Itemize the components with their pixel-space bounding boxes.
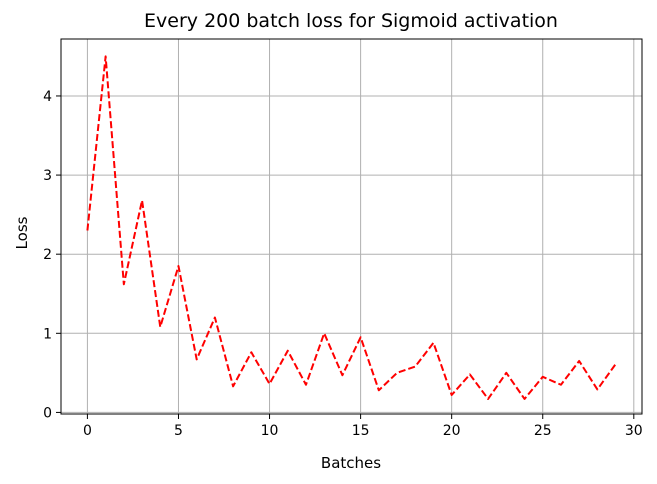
y-tick-label: 1 [43,326,52,342]
plot-frame [60,38,643,415]
series-lines [86,55,617,400]
y-tick-label: 2 [43,247,52,263]
y-tick-labels: 0 1 2 3 4 [43,89,52,421]
x-tick-label: 10 [261,423,279,439]
y-tick-label: 4 [43,89,52,105]
y-tick-label: 0 [43,405,52,421]
axis-ticks [56,95,635,419]
x-tick-labels: 0 5 10 15 20 25 30 [83,423,643,439]
x-tick-label: 0 [83,423,92,439]
x-tick-label: 20 [443,423,461,439]
x-tick-label: 25 [534,423,552,439]
y-tick-label: 3 [43,168,52,184]
chart-title: Every 200 batch loss for Sigmoid activat… [144,10,558,32]
grid-lines [61,39,642,414]
y-axis-label: Loss [13,216,31,249]
loss-series-line [86,55,617,400]
x-tick-label: 15 [352,423,370,439]
x-axis-label: Batches [321,454,381,472]
x-tick-label: 30 [625,423,643,439]
x-tick-label: 5 [174,423,183,439]
